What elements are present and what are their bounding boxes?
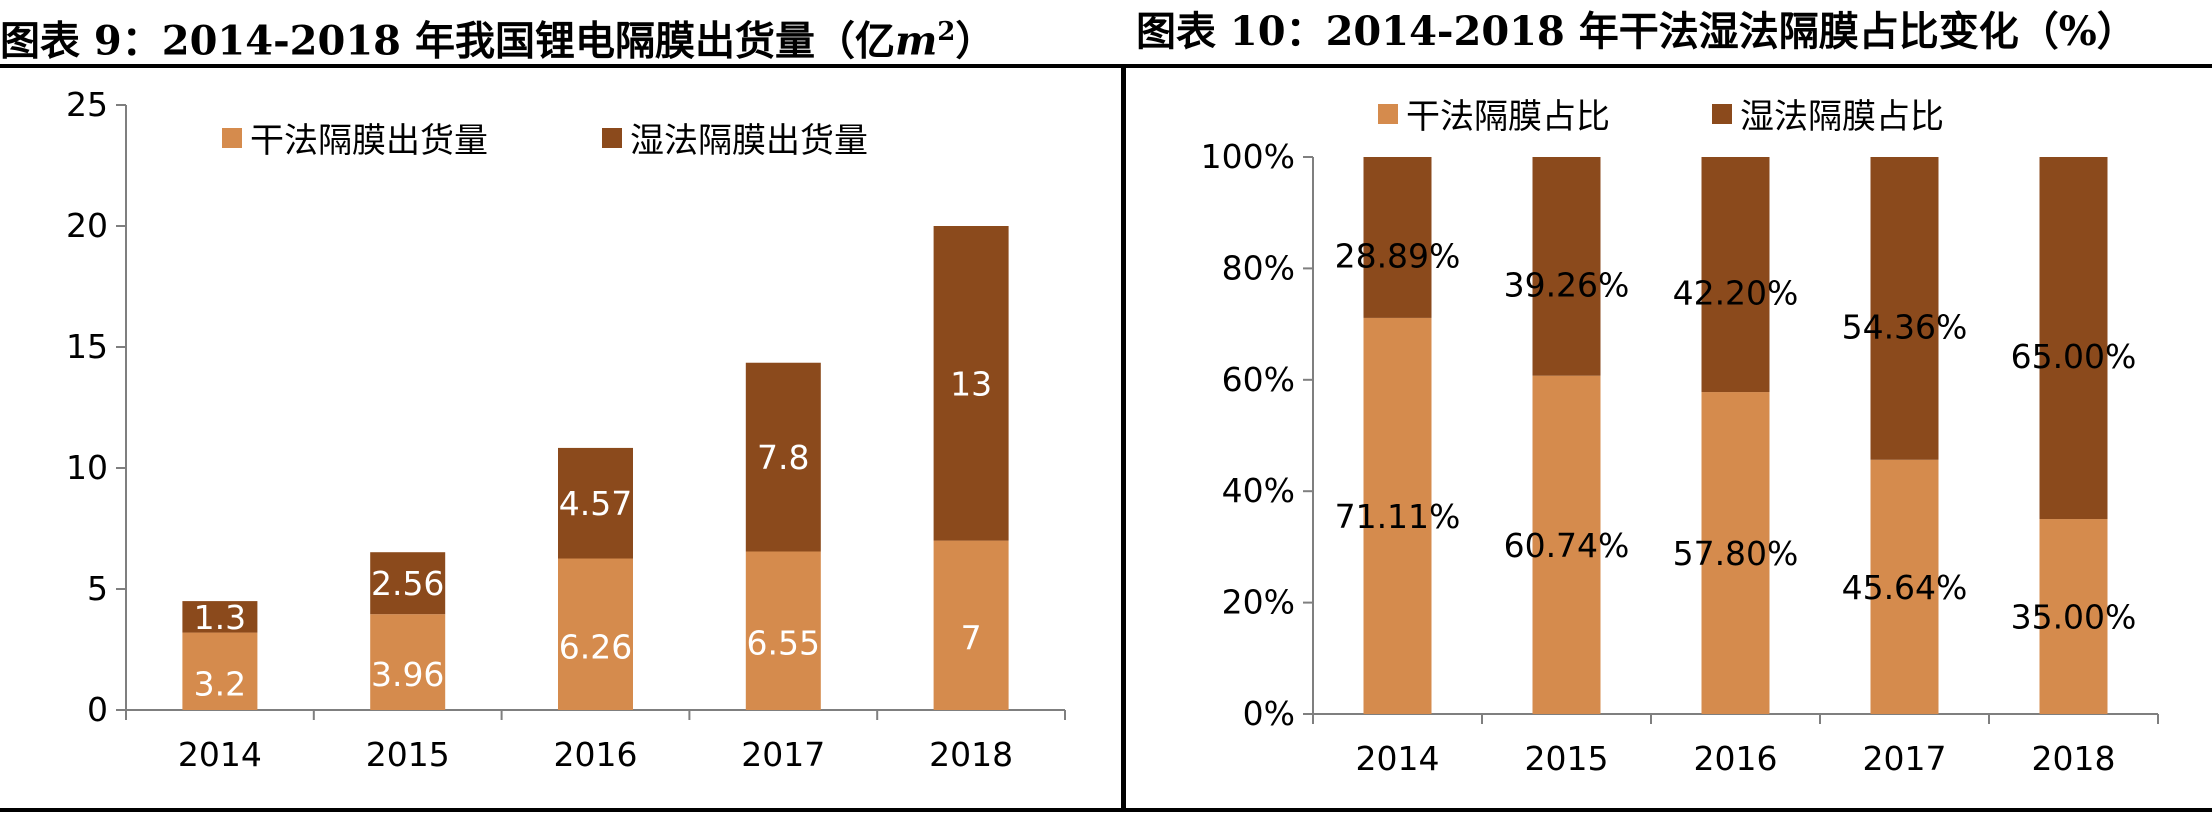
legend-swatch bbox=[222, 128, 242, 148]
x-tick-label: 2014 bbox=[178, 735, 262, 774]
data-label: 1.3 bbox=[194, 598, 246, 637]
y-tick-label: 40% bbox=[1222, 471, 1295, 510]
data-label: 3.96 bbox=[371, 655, 444, 694]
legend-label: 湿法隔膜占比 bbox=[1740, 97, 1944, 137]
data-label: 2.56 bbox=[371, 564, 444, 603]
x-tick-label: 2018 bbox=[2032, 739, 2116, 778]
left-title-suffix: ） bbox=[955, 17, 996, 65]
left-panel-title: 图表 9：2014-2018 年我国锂电隔膜出货量（亿m2） bbox=[0, 0, 995, 64]
share-stacked-bar-chart: 0% 20% 40% 60% 80% 100% 2014 2015 2016 2017 2018 71… bbox=[1201, 97, 2159, 778]
data-label: 35.00% bbox=[2011, 598, 2137, 637]
data-label: 45.64% bbox=[1842, 568, 1968, 607]
wet-bar-segment bbox=[933, 226, 1009, 541]
wet-bar-segment bbox=[2039, 157, 2108, 520]
legend-swatch bbox=[1378, 104, 1398, 124]
data-label: 7.8 bbox=[757, 438, 809, 477]
data-label: 4.57 bbox=[559, 484, 632, 523]
y-tick-label: 60% bbox=[1222, 360, 1295, 399]
x-tick-label: 2016 bbox=[554, 735, 638, 774]
legend-label: 干法隔膜占比 bbox=[1406, 97, 1610, 137]
wet-bar-segment bbox=[1870, 157, 1939, 460]
y-tick-label: 80% bbox=[1222, 248, 1295, 287]
x-tick-label: 2017 bbox=[741, 735, 825, 774]
x-tick-label: 2014 bbox=[1356, 739, 1440, 778]
data-label: 28.89% bbox=[1335, 236, 1461, 275]
x-tick-label: 2015 bbox=[1525, 739, 1609, 778]
dry-bar-segment bbox=[2039, 519, 2108, 714]
wet-bar-segment bbox=[1363, 157, 1432, 318]
y-tick-label: 0% bbox=[1243, 694, 1295, 733]
data-label: 39.26% bbox=[1504, 265, 1630, 304]
wet-bar-segment bbox=[182, 601, 258, 633]
panel-divider bbox=[1121, 68, 1126, 812]
bottom-rule bbox=[0, 808, 2212, 812]
data-label: 7 bbox=[961, 618, 982, 657]
y-tick-label: 5 bbox=[87, 569, 108, 608]
left-title-unit: m bbox=[894, 17, 938, 65]
y-tick-label: 20 bbox=[66, 206, 108, 245]
left-title-text: 图表 9：2014-2018 年我国锂电隔膜出货量（亿 bbox=[0, 17, 895, 65]
y-tick-label: 100% bbox=[1201, 137, 1295, 176]
dry-bar-segment bbox=[558, 558, 633, 710]
data-label: 60.74% bbox=[1504, 526, 1630, 565]
data-label: 71.11% bbox=[1335, 497, 1461, 536]
wet-bar-segment bbox=[745, 362, 821, 552]
x-tick-label: 2016 bbox=[1694, 739, 1778, 778]
y-tick-label: 15 bbox=[66, 327, 108, 366]
legend-label: 湿法隔膜出货量 bbox=[630, 121, 868, 161]
data-label: 65.00% bbox=[2011, 337, 2137, 376]
dry-bar-segment bbox=[182, 632, 258, 710]
data-label: 3.2 bbox=[194, 664, 246, 703]
y-tick-label: 20% bbox=[1222, 583, 1295, 622]
dry-bar-segment bbox=[1532, 375, 1601, 714]
wet-bar-segment bbox=[370, 552, 446, 615]
dry-bar-segment bbox=[745, 551, 821, 710]
x-tick-label: 2017 bbox=[1863, 739, 1947, 778]
wet-bar-segment bbox=[1701, 157, 1770, 393]
dry-bar-segment bbox=[1870, 459, 1939, 714]
x-tick-label: 2015 bbox=[366, 735, 450, 774]
left-title-sup: 2 bbox=[937, 17, 956, 47]
right-panel-title: 图表 10：2014-2018 年干法湿法隔膜占比变化（%） bbox=[1136, 8, 2137, 55]
wet-bar-segment bbox=[1532, 157, 1601, 376]
data-label: 13 bbox=[950, 364, 992, 403]
dry-bar-segment bbox=[1363, 317, 1432, 714]
dry-bar-segment bbox=[1701, 392, 1770, 714]
data-label: 6.26 bbox=[559, 627, 632, 666]
title-rule-top bbox=[0, 64, 2212, 68]
legend-swatch bbox=[1712, 104, 1732, 124]
dry-bar-segment bbox=[370, 614, 446, 710]
x-tick-label: 2018 bbox=[929, 735, 1013, 774]
y-tick-label: 25 bbox=[66, 85, 108, 124]
data-label: 57.80% bbox=[1673, 534, 1799, 573]
data-label: 54.36% bbox=[1842, 307, 1968, 346]
y-tick-label: 10 bbox=[66, 448, 108, 487]
shipment-stacked-bar-chart: 0 5 10 15 20 25 2014 2015 2016 2017 2018 3.2 1.3 3.96… bbox=[66, 85, 1066, 774]
wet-bar-segment bbox=[558, 447, 633, 559]
dry-bar-segment bbox=[933, 540, 1009, 710]
legend-swatch bbox=[602, 128, 622, 148]
y-tick-label: 0 bbox=[87, 690, 108, 729]
data-label: 42.20% bbox=[1673, 274, 1799, 313]
legend-label: 干法隔膜出货量 bbox=[250, 121, 488, 161]
data-label: 6.55 bbox=[747, 624, 820, 663]
